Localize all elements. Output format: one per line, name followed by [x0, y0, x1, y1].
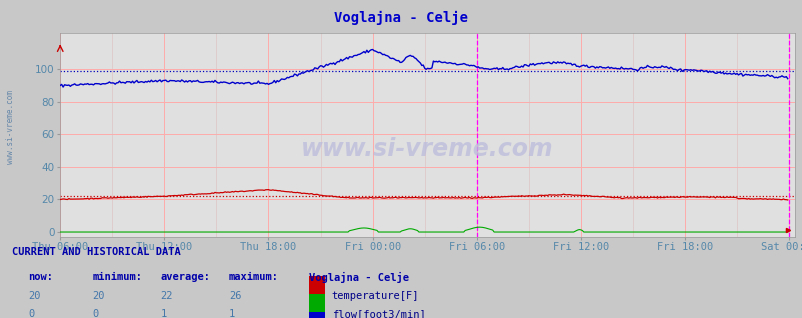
Text: maximum:: maximum:: [229, 272, 278, 282]
Text: 26: 26: [229, 291, 241, 301]
Bar: [309, 312, 325, 318]
Text: 0: 0: [92, 309, 99, 318]
Text: Voglajna - Celje: Voglajna - Celje: [334, 11, 468, 25]
Text: www.si-vreme.com: www.si-vreme.com: [6, 90, 15, 164]
Text: average:: average:: [160, 272, 210, 282]
Text: 20: 20: [28, 291, 41, 301]
Bar: [309, 276, 325, 295]
Bar: [309, 294, 325, 313]
Text: 22: 22: [160, 291, 173, 301]
Text: 20: 20: [92, 291, 105, 301]
Text: minimum:: minimum:: [92, 272, 142, 282]
Text: 0: 0: [28, 309, 34, 318]
Text: CURRENT AND HISTORICAL DATA: CURRENT AND HISTORICAL DATA: [12, 247, 180, 257]
Text: www.si-vreme.com: www.si-vreme.com: [301, 137, 553, 162]
Text: Voglajna - Celje: Voglajna - Celje: [309, 272, 409, 283]
Text: 1: 1: [229, 309, 235, 318]
Text: flow[foot3/min]: flow[foot3/min]: [331, 309, 425, 318]
Text: 1: 1: [160, 309, 167, 318]
Text: temperature[F]: temperature[F]: [331, 291, 419, 301]
Text: now:: now:: [28, 272, 53, 282]
